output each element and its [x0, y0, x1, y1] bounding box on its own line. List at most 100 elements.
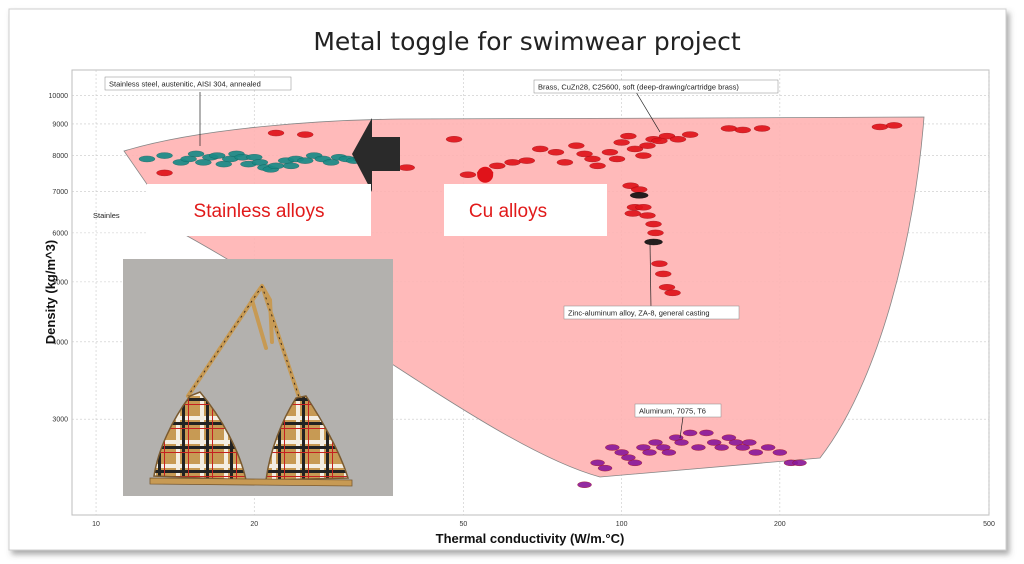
x-tick-label: 100	[616, 521, 628, 528]
data-point	[614, 449, 629, 456]
data-point	[651, 137, 668, 145]
data-point	[589, 162, 606, 170]
data-point	[661, 449, 677, 456]
data-point	[282, 162, 300, 170]
data-point	[753, 125, 771, 132]
y-tick-label: 5000	[52, 279, 68, 286]
data-point	[459, 171, 477, 178]
cu-alloys-box: Cu alloys	[444, 184, 607, 236]
x-axis-label: Thermal conductivity (W/m.°C)	[436, 531, 625, 546]
data-point	[699, 429, 714, 437]
y-axis-label: Density (kg/m^3)	[43, 240, 58, 344]
y-tick-label: 8000	[52, 153, 68, 160]
data-point	[626, 145, 644, 153]
data-point	[627, 459, 643, 467]
data-point	[297, 157, 314, 164]
data-point	[608, 155, 626, 163]
annotation-text: Brass, CuZn28, C25600, soft (deep-drawin…	[538, 83, 739, 92]
data-point	[504, 159, 521, 166]
data-point	[532, 145, 549, 153]
x-tick-label: 50	[460, 521, 468, 528]
data-point	[267, 162, 285, 170]
annotation-zinc-aluminum: Zinc-aluminum alloy, ZA-8, general casti…	[563, 305, 740, 320]
data-point	[630, 186, 648, 193]
annotation-text: Zinc-aluminum alloy, ZA-8, general casti…	[568, 309, 710, 318]
data-point	[681, 131, 699, 138]
data-point	[735, 444, 750, 451]
data-point	[706, 439, 722, 446]
data-point	[636, 444, 651, 451]
data-point	[620, 132, 637, 140]
data-point	[577, 481, 592, 488]
data-point	[674, 439, 689, 446]
x-tick-label: 200	[774, 521, 786, 528]
annotation-text: Stainless steel, austenitic, AISI 304, a…	[109, 80, 261, 89]
annotation-stainless-steel: Stainless steel, austenitic, AISI 304, a…	[104, 76, 292, 91]
data-point	[208, 152, 226, 159]
data-point	[792, 459, 807, 467]
data-point	[518, 157, 535, 164]
data-point	[156, 169, 173, 177]
data-point	[669, 136, 687, 143]
tick-labels: 10 20 50 100 200 500 3000 4000 5000 6000 7000 8000 9…	[49, 93, 995, 528]
annotation-brass: Brass, CuZn28, C25600, soft (deep-drawin…	[533, 79, 779, 94]
data-point	[195, 159, 212, 166]
leader-zinc	[649, 242, 652, 309]
data-point	[597, 464, 613, 472]
data-point	[734, 126, 751, 134]
x-tick-label: 20	[250, 521, 258, 528]
data-point	[639, 212, 656, 219]
x-tick-label: 500	[983, 521, 995, 528]
series-aluminum-alloys	[577, 429, 807, 488]
data-point	[267, 129, 285, 137]
data-point	[644, 238, 663, 246]
data-point	[568, 142, 585, 149]
data-point	[138, 155, 156, 163]
data-point	[576, 150, 593, 158]
data-point	[613, 139, 630, 146]
data-markers	[138, 122, 903, 488]
data-point	[742, 439, 757, 446]
right-cup	[265, 395, 350, 481]
chart-title: Metal toggle for swimwear project	[313, 27, 741, 56]
x-tick-label: 10	[92, 521, 100, 528]
data-point	[720, 125, 738, 132]
y-tick-label: 3000	[52, 417, 68, 424]
data-point	[445, 136, 463, 143]
data-point	[156, 152, 173, 159]
data-point	[772, 449, 788, 456]
data-point	[691, 444, 706, 451]
data-point	[655, 270, 672, 278]
cu-alloys-label: Cu alloys	[469, 201, 547, 222]
data-point	[477, 166, 494, 183]
data-point	[651, 260, 668, 267]
data-point	[629, 192, 649, 199]
data-point	[647, 229, 664, 237]
arrow-icon	[352, 118, 400, 192]
data-point	[885, 122, 903, 129]
data-point	[871, 123, 889, 131]
data-point	[682, 429, 698, 437]
data-point	[648, 439, 663, 446]
data-point	[721, 434, 737, 441]
data-point	[601, 149, 619, 156]
data-point	[664, 289, 681, 297]
data-point	[547, 149, 565, 156]
y-tick-label: 7000	[52, 189, 68, 196]
data-point	[714, 444, 729, 451]
data-point	[556, 159, 574, 166]
leader-brass	[635, 91, 661, 133]
annotation-text: Aluminum, 7075, T6	[639, 407, 706, 416]
data-point	[642, 449, 657, 456]
data-point	[621, 454, 636, 461]
y-tick-label: 10000	[49, 93, 69, 100]
data-point	[624, 210, 641, 217]
data-point	[658, 284, 676, 291]
data-point	[635, 204, 652, 211]
data-point	[297, 131, 314, 138]
y-tick-label: 6000	[52, 230, 68, 237]
data-point	[584, 155, 601, 163]
data-point	[590, 459, 605, 467]
data-point	[635, 152, 652, 159]
